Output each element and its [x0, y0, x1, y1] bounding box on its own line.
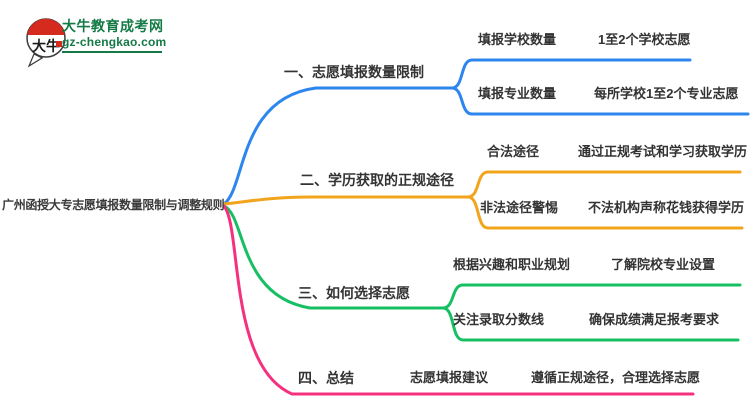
logo-bubble-tail — [27, 53, 44, 68]
branch-3-child-2-label: 关注录取分数线 — [453, 312, 545, 327]
branch-1-label: 一、志愿填报数量限制 — [284, 64, 424, 80]
branch-4-child-1-label: 志愿填报建议 — [410, 370, 489, 385]
branch-2-child-2-connector — [466, 195, 744, 230]
branch-4-child-1-value: 遵循正规途径，合理选择志愿 — [531, 370, 701, 385]
branch-2-child-1-label: 合法途径 — [487, 144, 540, 159]
branch-4-label: 四、总结 — [298, 370, 354, 386]
site-logo: 大牛 — [14, 8, 234, 68]
branch-1-child-1-value: 1至2个学校志愿 — [598, 32, 691, 47]
branch-1-child-1-connector — [450, 58, 692, 90]
branch-1-child-2-label: 填报专业数量 — [478, 86, 557, 101]
brand-name: 大牛教育成考网 — [62, 18, 164, 34]
branch-1-child-1-label: 填报学校数量 — [478, 32, 557, 47]
branch-3-child-1-connector — [441, 283, 742, 310]
branch-2-child-1-connector — [466, 170, 742, 199]
branch-1-child-2-value: 每所学校1至2个专业志愿 — [594, 86, 739, 101]
brand-url: gz-chengkao.com — [62, 35, 167, 49]
branch-2-connector — [222, 195, 470, 206]
branch-3-child-2-connector — [441, 306, 740, 342]
branch-2-label: 二、学历获取的正规途径 — [300, 172, 454, 188]
logo-badge: 大牛 — [26, 18, 66, 68]
branch-2-child-1-value: 通过正规考试和学习获取学历 — [578, 144, 748, 159]
branch-3-connector — [222, 204, 445, 310]
branch-1-child-2-connector — [450, 86, 750, 116]
branch-3-child-1-label: 根据兴趣和职业规划 — [453, 257, 571, 272]
logo-badge-text: 大牛 — [32, 38, 60, 54]
branch-4-connector — [222, 204, 695, 396]
branch-3-child-2-value: 确保成绩满足报考要求 — [589, 312, 720, 327]
branch-3-label: 三、如何选择志愿 — [298, 285, 410, 301]
branch-2-child-2-value: 不法机构声称花钱获得学历 — [588, 200, 745, 215]
branch-3-child-1-value: 了解院校专业设置 — [611, 257, 716, 272]
root-topic: 广州函授大专志愿填报数量限制与调整规则 — [2, 198, 225, 212]
branch-1-connector — [222, 86, 454, 206]
logo-seal — [56, 41, 62, 47]
brand-underline — [62, 51, 162, 53]
logo-red-cap — [27, 18, 65, 35]
branch-2-child-2-label: 非法途径警惕 — [480, 200, 559, 215]
